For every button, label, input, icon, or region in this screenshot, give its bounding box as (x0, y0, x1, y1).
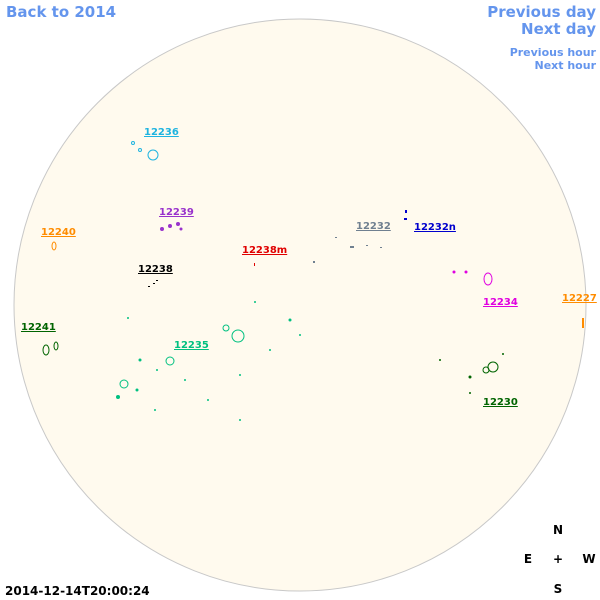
region-label[interactable]: 12234 (483, 297, 518, 308)
next-day-link[interactable]: Next day (521, 20, 596, 38)
compass-west: W (582, 552, 595, 566)
region-label[interactable]: 12235 (174, 340, 209, 351)
timestamp: 2014-12-14T20:00:24 (5, 584, 150, 598)
compass-center: + (553, 552, 563, 566)
previous-day-link[interactable]: Previous day (487, 3, 596, 21)
region-label[interactable]: 12239 (159, 207, 194, 218)
compass-north: N (553, 523, 563, 537)
region-label[interactable]: 12238m (242, 245, 287, 256)
compass-east: E (524, 552, 532, 566)
region-label[interactable]: 12232 (356, 221, 391, 232)
sunspots (42, 141, 584, 421)
region-label[interactable]: 12236 (144, 127, 179, 138)
back-link[interactable]: Back to 2014 (6, 3, 116, 21)
previous-hour-link[interactable]: Previous hour (510, 46, 597, 59)
region-label[interactable]: 12232n (414, 222, 456, 233)
region-label[interactable]: 12230 (483, 397, 518, 408)
solar-disk (13, 18, 587, 592)
region-label[interactable]: 12240 (41, 227, 76, 238)
next-hour-link[interactable]: Next hour (535, 59, 597, 72)
region-label[interactable]: 12227 (562, 293, 597, 304)
region-label[interactable]: 12241 (21, 322, 56, 333)
region-label[interactable]: 12238 (138, 264, 173, 275)
compass-south: S (554, 582, 563, 596)
